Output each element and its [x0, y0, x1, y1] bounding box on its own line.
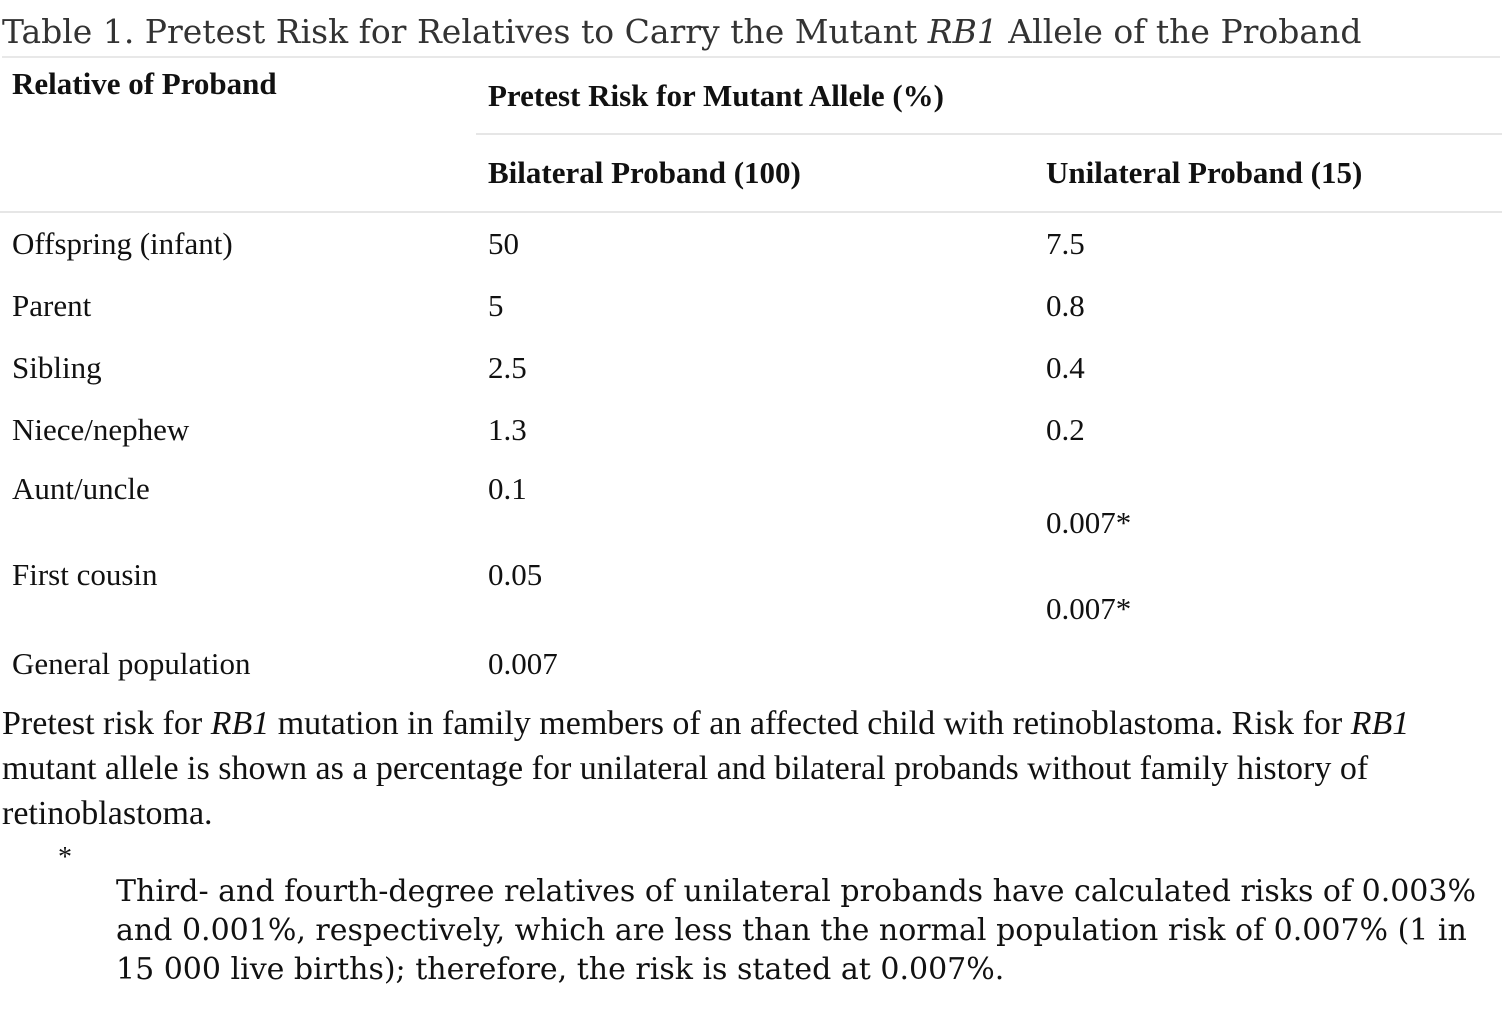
cell-relative: Niece/nephew	[12, 412, 190, 447]
cell-relative: First cousin	[12, 557, 158, 592]
description-gene-1: RB1	[210, 705, 270, 742]
table-row: Sibling 2.5 0.4	[0, 337, 1502, 399]
cell-unilateral	[1034, 633, 1502, 695]
table-header-row: Relative of Proband Pretest Risk for Mut…	[0, 58, 1502, 134]
table-row: Niece/nephew 1.3 0.2	[0, 399, 1502, 461]
cell-relative: Parent	[12, 288, 92, 323]
header-relative: Relative of Proband	[12, 66, 277, 101]
risk-table: Relative of Proband Pretest Risk for Mut…	[0, 58, 1502, 695]
footnote-mark: *	[58, 842, 72, 873]
caption-prefix: Table 1. Pretest Risk for Relatives to C…	[2, 12, 928, 51]
description-part-3: mutant allele is shown as a percentage f…	[2, 750, 1369, 832]
cell-bilateral: 50	[476, 211, 1034, 275]
cell-relative: Aunt/uncle	[12, 471, 150, 506]
cell-bilateral: 5	[488, 288, 504, 323]
cell-relative: General population	[12, 646, 251, 681]
cell-bilateral: 0.05	[488, 557, 543, 592]
cell-unilateral: 7.5	[1034, 211, 1502, 275]
description-part-2: mutation in family members of an affecte…	[269, 705, 1351, 742]
table-row: Parent 5 0.8	[0, 275, 1502, 337]
cell-relative: Offspring (infant)	[0, 211, 476, 275]
cell-relative: Sibling	[12, 350, 102, 385]
cell-unilateral: 0.007*	[1046, 591, 1132, 626]
footnote-text: Third- and fourth-degree relatives of un…	[116, 874, 1476, 987]
cell-unilateral: 0.4	[1046, 350, 1085, 385]
caption-gene: RB1	[927, 12, 998, 51]
header-bilateral: Bilateral Proband (100)	[476, 133, 1034, 212]
table-row: Aunt/uncle 0.1 0.007*	[0, 461, 1502, 547]
description-part-1: Pretest risk for	[2, 705, 211, 742]
header-unilateral: Unilateral Proband (15)	[1034, 133, 1502, 212]
cell-unilateral: 0.8	[1046, 288, 1085, 323]
table-description: Pretest risk for RB1 mutation in family …	[2, 701, 1492, 836]
table-row: First cousin 0.05 0.007*	[0, 547, 1502, 633]
table-row: General population 0.007	[0, 633, 1502, 695]
cell-unilateral: 0.007*	[1046, 505, 1132, 540]
cell-bilateral: 1.3	[488, 412, 527, 447]
cell-bilateral: 2.5	[488, 350, 527, 385]
table-subheader-row: Bilateral Proband (100) Unilateral Proba…	[0, 133, 1502, 212]
cell-bilateral: 0.1	[488, 471, 527, 506]
caption-suffix: Allele of the Proband	[997, 12, 1362, 51]
table-caption: Table 1. Pretest Risk for Relatives to C…	[2, 8, 1500, 58]
cell-bilateral: 0.007	[488, 646, 558, 681]
description-gene-2: RB1	[1350, 705, 1410, 742]
cell-unilateral: 0.2	[1046, 412, 1085, 447]
table-row: Offspring (infant) 50 7.5	[0, 211, 1502, 275]
header-pretest-risk: Pretest Risk for Mutant Allele (%)	[488, 77, 945, 113]
